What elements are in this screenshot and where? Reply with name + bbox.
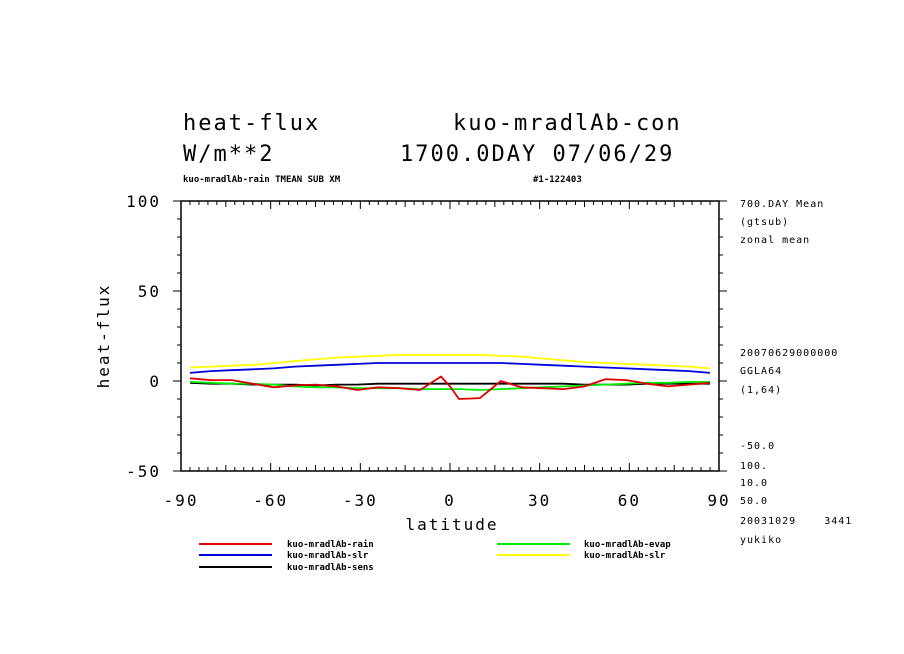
side-meta-2: GGLA64: [740, 366, 782, 377]
legend: kuo-mradlAb-rain kuo-mradlAb-evap kuo-mr…: [199, 539, 671, 573]
y-tick-label: 100: [126, 192, 161, 211]
legend-label-slr-blue: kuo-mradlAb-slr: [287, 551, 369, 561]
series-line-kuo-mradlab-slr-3: [189, 353, 711, 370]
legend-label-slr-yellow: kuo-mradlAb-slr: [584, 551, 666, 561]
side-footer-2: yukiko: [740, 535, 782, 546]
side-info-line-3: zonal mean: [740, 235, 810, 246]
axis-tick-labels: -90 -60 -30 0 30 60 90 100 50 0 -50: [126, 192, 730, 510]
experiment-name: kuo-mradlAb-con: [453, 111, 682, 136]
series-line-kuo-mradlab-slr-2: [189, 362, 711, 374]
y-tick-label: -50: [126, 462, 161, 481]
chart-title: heat-flux: [183, 111, 320, 136]
x-tick-label: -60: [253, 491, 288, 510]
series-lines: [189, 353, 711, 400]
y-tick-label: 0: [149, 372, 161, 391]
legend-label-sens: kuo-mradlAb-sens: [287, 563, 374, 573]
side-param-3: 10.0: [740, 478, 768, 489]
y-tick-label: 50: [138, 282, 161, 301]
date-line: 1700.0DAY 07/06/29: [400, 142, 674, 167]
side-param-1: -50.0: [740, 441, 775, 452]
x-tick-label: -30: [343, 491, 378, 510]
axis-ticks: [173, 200, 727, 472]
x-tick-label: 60: [618, 491, 641, 510]
side-footer-1: 20031029 3441: [740, 516, 852, 527]
x-tick-label: 90: [707, 491, 730, 510]
plot-frame: [180, 200, 720, 472]
series-line-kuo-mradlab-evap-1: [189, 380, 710, 391]
side-meta-1: 20070629000000: [740, 348, 838, 359]
side-param-2: 100.: [740, 461, 768, 472]
legend-label-evap: kuo-mradlAb-evap: [584, 540, 671, 550]
x-tick-label: 0: [444, 491, 456, 510]
y-axis-label: heat-flux: [94, 284, 113, 389]
units-label: W/m**2: [183, 142, 274, 167]
x-axis-label: latitude: [405, 515, 498, 534]
side-meta-3: (1,64): [740, 385, 782, 396]
subtitle-right: #1-122403: [533, 175, 582, 185]
series-line-kuo-mradlab-rain-0: [189, 375, 711, 400]
x-tick-label: -90: [164, 491, 199, 510]
side-info-line-2: (gtsub): [740, 217, 789, 228]
side-param-4: 50.0: [740, 496, 768, 507]
subtitle-left: kuo-mradlAb-rain TMEAN SUB XM: [183, 174, 341, 185]
x-tick-label: 30: [528, 491, 551, 510]
legend-label-rain: kuo-mradlAb-rain: [287, 539, 374, 550]
side-info-line-1: 700.DAY Mean: [740, 199, 824, 210]
